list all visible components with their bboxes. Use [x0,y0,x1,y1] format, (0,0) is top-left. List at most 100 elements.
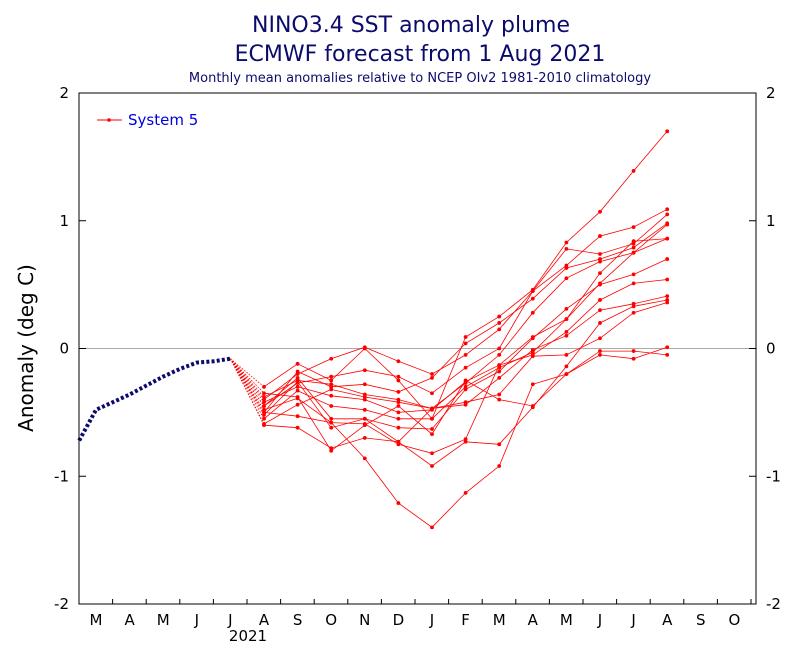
forecast-point [329,378,334,383]
y-tick-label-left: 2 [59,84,69,102]
forecast-point [463,490,468,495]
forecast-member [230,298,670,468]
forecast-connector [230,358,265,419]
forecast-point [362,368,367,373]
forecast-point [598,349,602,353]
forecast-point [329,393,334,398]
forecast-point [631,356,636,361]
forecast-point [329,420,334,425]
forecast-point [295,402,300,407]
forecast-member [230,207,670,402]
forecast-point [396,390,401,394]
forecast-point [329,448,334,453]
x-tick-label: F [461,611,470,629]
forecast-point [564,266,569,270]
y-tick-label-left: -2 [54,595,69,613]
forecast-point [598,336,602,341]
forecast-point [631,225,636,230]
forecast-point [430,375,434,380]
x-tick-label: J [597,611,602,629]
forecast-member [230,236,670,421]
forecast-point [665,294,670,299]
legend-marker [107,118,111,122]
forecast-point [463,400,468,405]
forecast-member [230,236,670,415]
forecast-point [463,352,468,357]
forecast-point [329,356,334,361]
forecast-point [598,308,602,313]
y-axis-label: Anomaly (deg C) [14,264,38,432]
forecast-point [329,404,334,408]
legend-label: System 5 [128,111,198,129]
forecast-connector [230,358,265,413]
forecast-point [665,300,670,305]
forecast-point [362,423,367,428]
forecast-connector [230,358,265,403]
chart-title: NINO3.4 SST anomaly plume [252,13,570,38]
forecast-point [430,391,434,396]
forecast-point [396,404,401,408]
forecast-point [262,400,266,405]
forecast-point [530,382,535,387]
forecast-point [396,416,401,421]
forecast-point [631,250,636,255]
forecast-point [631,281,636,286]
year-label: 2021 [229,627,267,645]
forecast-point [631,272,636,277]
forecast-point [497,392,502,397]
forecast-point [430,432,434,436]
legend: System 5 [97,111,198,129]
forecast-point [463,378,468,383]
forecast-connector [230,358,265,400]
forecast-point [295,379,300,384]
forecast-line [263,302,668,449]
y-tick-label-right: 0 [766,340,776,358]
forecast-point [598,271,602,276]
forecast-point [598,282,602,287]
forecast-point [665,212,670,217]
forecast-point [665,352,670,357]
forecast-point [497,397,502,402]
forecast-point [262,384,266,389]
forecast-point [665,257,670,261]
x-tick-label: S [696,611,706,629]
x-tick-label: A [528,611,539,629]
forecast-member [230,221,670,415]
y-tick-label-left: 0 [59,340,69,358]
forecast-connector [230,358,265,398]
forecast-line [263,238,668,420]
y-tick-label-right: 1 [766,212,776,230]
forecast-point [396,410,401,415]
forecast-point [396,425,401,430]
forecast-point [530,310,535,315]
forecast-member [230,300,670,451]
forecast-point [463,365,468,370]
forecast-point [564,276,569,281]
forecast-point [262,416,266,421]
forecast-point [631,239,636,244]
forecast-point [564,352,569,357]
forecast-point [598,321,602,325]
forecast-point [329,387,334,392]
forecast-point [362,407,367,412]
forecast-point [262,404,266,408]
x-tick-label: S [293,611,303,629]
forecast-point [262,410,266,415]
forecast-point [564,329,569,334]
forecast-point [329,374,334,379]
forecast-point [430,464,434,468]
forecast-point [396,374,401,379]
forecast-point [665,129,670,134]
forecast-point [295,414,300,419]
y-tick-label-right: -1 [766,467,781,485]
forecast-point [362,416,367,421]
chart-title-line2: ECMWF forecast from 1 Aug 2021 [235,42,606,67]
x-tick-label: M [157,611,170,629]
x-tick-label: A [662,611,673,629]
forecast-point [530,404,535,408]
forecast-point [463,387,468,392]
y-tick-label-left: 1 [59,212,69,230]
forecast-point [463,439,468,444]
forecast-point [598,252,602,256]
forecast-point [295,384,300,389]
